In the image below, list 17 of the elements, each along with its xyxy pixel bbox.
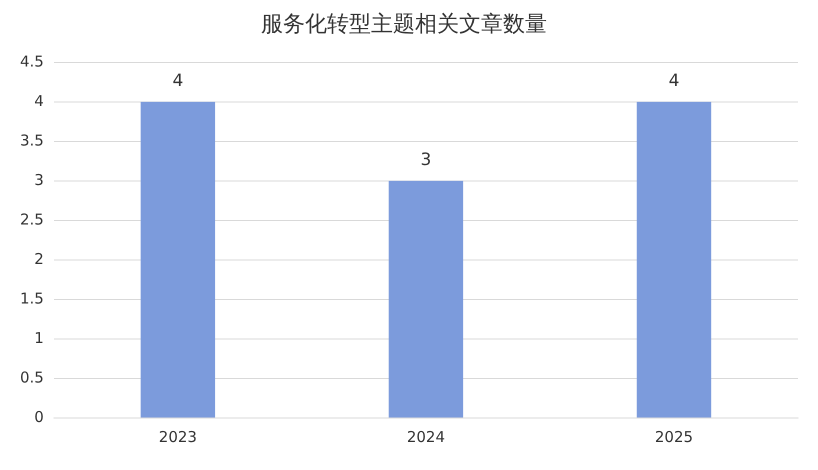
data-label: 3 — [420, 150, 432, 170]
y-tick-label: 3.5 — [20, 131, 44, 150]
y-tick-label: 1.5 — [20, 289, 44, 308]
y-tick-label: 2 — [34, 250, 44, 268]
y-tick-label: 3 — [34, 170, 44, 189]
y-tick-label: 4 — [34, 92, 44, 110]
x-tick-label: 2024 — [406, 428, 446, 446]
y-tick-label: 1 — [34, 328, 44, 347]
x-tick-label: 2025 — [654, 428, 694, 446]
data-label: 4 — [668, 70, 680, 91]
chart-title: 服务化转型主题相关文章数量 — [261, 12, 547, 37]
y-tick-label: 0 — [34, 408, 44, 426]
y-tick-label: 2.5 — [20, 210, 44, 228]
y-tick-label: 0.5 — [20, 368, 44, 386]
x-tick-label: 2023 — [158, 428, 197, 446]
y-tick-label: 4.5 — [20, 52, 44, 70]
data-label: 4 — [172, 70, 184, 91]
